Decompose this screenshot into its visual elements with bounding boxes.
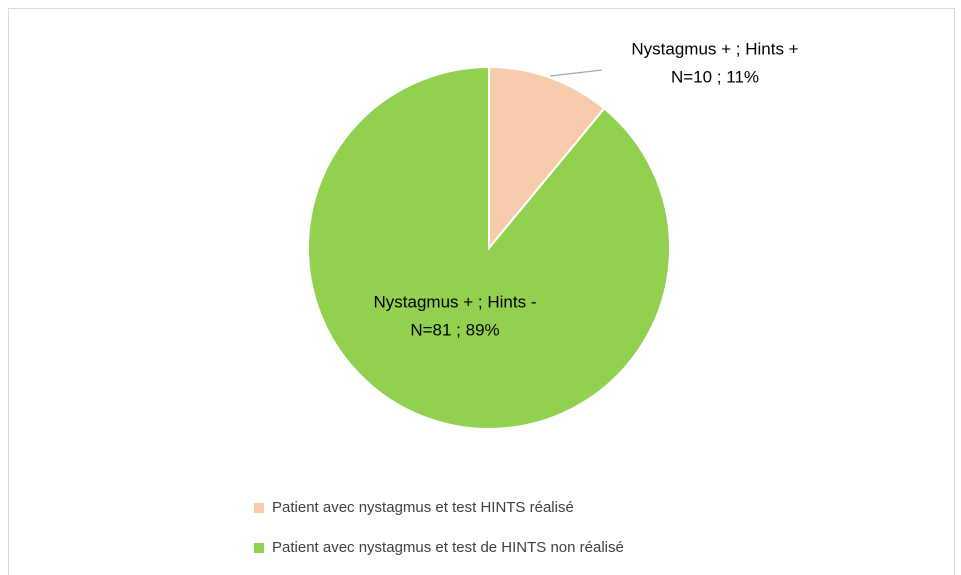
legend-text: Patient avec nystagmus et test HINTS réa… bbox=[272, 499, 574, 516]
value-label: N=81 ; 89% bbox=[410, 320, 499, 339]
leader-line bbox=[549, 69, 603, 77]
legend-swatch bbox=[254, 503, 264, 513]
legend-swatch bbox=[254, 543, 264, 553]
pie-slice bbox=[488, 65, 606, 251]
legend-text: Patient avec nystagmus et test de HINTS … bbox=[272, 539, 624, 556]
value-label: N=10 ; 11% bbox=[671, 67, 759, 86]
slice-label: Nystagmus + ; Hints + bbox=[631, 39, 798, 58]
pie-slice bbox=[307, 65, 671, 430]
slice-label: Nystagmus + ; Hints - bbox=[374, 292, 537, 311]
